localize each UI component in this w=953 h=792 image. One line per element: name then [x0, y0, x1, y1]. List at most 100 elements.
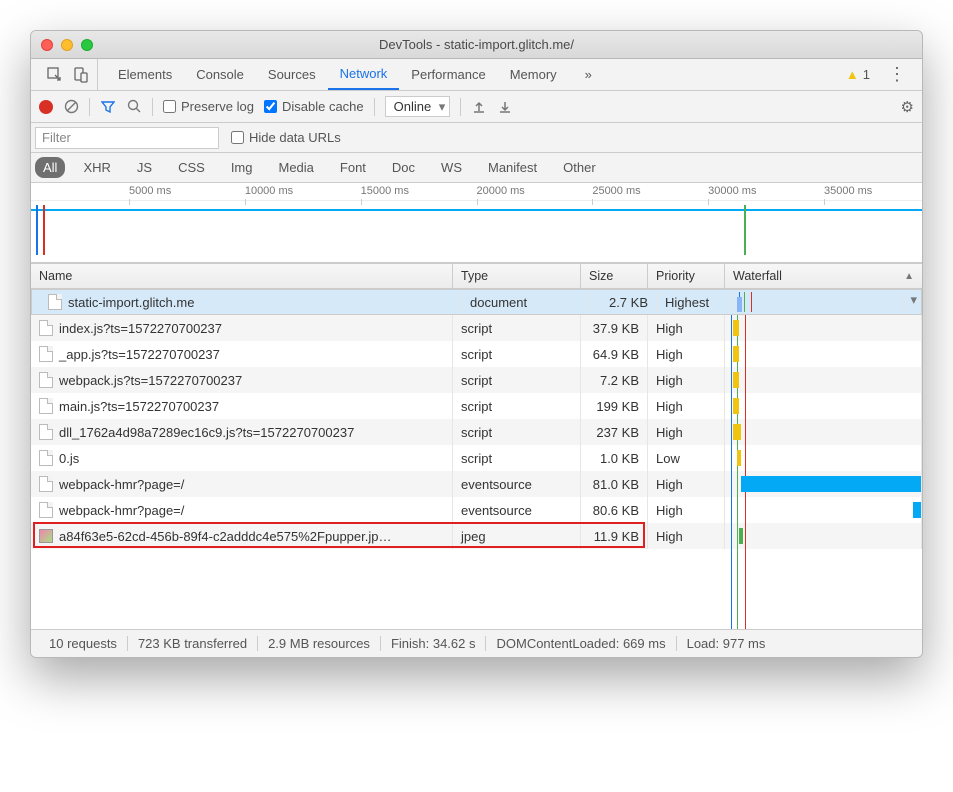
type-css[interactable]: CSS [170, 157, 213, 178]
search-icon[interactable] [126, 99, 142, 115]
tab-memory[interactable]: Memory [498, 59, 569, 90]
status-resources: 2.9 MB resources [258, 636, 381, 651]
type-js[interactable]: JS [129, 157, 160, 178]
request-size: 1.0 KB [581, 445, 648, 471]
filter-bar: Hide data URLs [31, 123, 922, 153]
type-media[interactable]: Media [270, 157, 321, 178]
col-name[interactable]: Name [31, 264, 453, 288]
type-other[interactable]: Other [555, 157, 604, 178]
request-type: script [453, 341, 581, 367]
request-name: main.js?ts=1572270700237 [59, 399, 219, 414]
file-icon [39, 476, 53, 492]
titlebar: DevTools - static-import.glitch.me/ [31, 31, 922, 59]
file-icon [39, 450, 53, 466]
type-manifest[interactable]: Manifest [480, 157, 545, 178]
table-row[interactable]: a84f63e5-62cd-456b-89f4-c2adddc4e575%2Fp… [31, 523, 922, 549]
request-size: 64.9 KB [581, 341, 648, 367]
request-name: 0.js [59, 451, 79, 466]
request-type: script [453, 367, 581, 393]
tab-elements[interactable]: Elements [106, 59, 184, 90]
request-waterfall [725, 419, 922, 445]
tab-console[interactable]: Console [184, 59, 256, 90]
request-priority: High [648, 367, 725, 393]
file-icon [39, 502, 53, 518]
status-finish: Finish: 34.62 s [381, 636, 487, 651]
preserve-log-checkbox[interactable]: Preserve log [163, 99, 254, 114]
request-priority: Highest [657, 292, 734, 312]
col-priority[interactable]: Priority [648, 264, 725, 288]
request-type: eventsource [453, 497, 581, 523]
table-row[interactable]: index.js?ts=1572270700237script37.9 KBHi… [31, 315, 922, 341]
request-name: a84f63e5-62cd-456b-89f4-c2adddc4e575%2Fp… [59, 529, 391, 544]
request-type: eventsource [453, 471, 581, 497]
table-row[interactable]: webpack.js?ts=1572270700237script7.2 KBH… [31, 367, 922, 393]
status-bar: 10 requests 723 KB transferred 2.9 MB re… [31, 629, 922, 657]
table-row[interactable]: webpack-hmr?page=/eventsource80.6 KBHigh [31, 497, 922, 523]
status-dcl: DOMContentLoaded: 669 ms [486, 636, 676, 651]
request-size: 11.9 KB [581, 523, 648, 549]
warning-count: 1 [863, 67, 870, 82]
request-priority: High [648, 523, 725, 549]
tab-performance[interactable]: Performance [399, 59, 497, 90]
status-load: Load: 977 ms [677, 636, 776, 651]
record-button[interactable] [39, 100, 53, 114]
download-icon[interactable] [497, 99, 513, 115]
table-row[interactable]: 0.jsscript1.0 KBLow [31, 445, 922, 471]
request-waterfall [734, 292, 903, 312]
type-font[interactable]: Font [332, 157, 374, 178]
tab-network[interactable]: Network [328, 59, 400, 90]
timeline-mark [36, 205, 38, 255]
filter-input[interactable] [35, 127, 219, 149]
table-row[interactable]: webpack-hmr?page=/eventsource81.0 KBHigh [31, 471, 922, 497]
request-type: script [453, 445, 581, 471]
devtools-window: DevTools - static-import.glitch.me/ Elem… [30, 30, 923, 658]
request-priority: High [648, 419, 725, 445]
table-row[interactable]: dll_1762a4d98a7289ec16c9.js?ts=157227070… [31, 419, 922, 445]
file-icon [39, 320, 53, 336]
settings-icon[interactable]: ⚙ [901, 98, 914, 116]
request-waterfall [725, 445, 922, 471]
overflow-button[interactable]: » [573, 67, 604, 82]
disable-cache-checkbox[interactable]: Disable cache [264, 99, 364, 114]
request-priority: High [648, 393, 725, 419]
upload-icon[interactable] [471, 99, 487, 115]
request-type: script [453, 419, 581, 445]
type-xhr[interactable]: XHR [75, 157, 118, 178]
timeline-tick: 15000 ms [361, 185, 409, 197]
throttling-select[interactable]: Online [385, 96, 451, 117]
inspect-icon[interactable] [47, 67, 63, 83]
request-size: 80.6 KB [581, 497, 648, 523]
warnings-badge[interactable]: ▲ 1 [840, 67, 876, 82]
device-icon[interactable] [73, 67, 89, 83]
request-priority: High [648, 341, 725, 367]
type-doc[interactable]: Doc [384, 157, 423, 178]
col-waterfall[interactable]: Waterfall▲ [725, 264, 922, 288]
col-size[interactable]: Size [581, 264, 648, 288]
request-waterfall [725, 341, 922, 367]
request-name: webpack-hmr?page=/ [59, 477, 184, 492]
request-name: dll_1762a4d98a7289ec16c9.js?ts=157227070… [59, 425, 354, 440]
clear-icon[interactable] [63, 99, 79, 115]
tab-sources[interactable]: Sources [256, 59, 328, 90]
filter-icon[interactable] [100, 99, 116, 115]
type-img[interactable]: Img [223, 157, 261, 178]
timeline-mark [744, 205, 746, 255]
hide-data-urls-checkbox[interactable]: Hide data URLs [231, 130, 341, 145]
menu-icon[interactable]: ⋮ [880, 64, 914, 85]
timeline-tick: 5000 ms [129, 185, 171, 197]
table-row[interactable]: static-import.glitch.medocument2.7 KBHig… [31, 289, 922, 315]
file-icon [39, 346, 53, 362]
type-all[interactable]: All [35, 157, 65, 178]
table-row[interactable]: main.js?ts=1572270700237script199 KBHigh [31, 393, 922, 419]
timeline-tick: 10000 ms [245, 185, 293, 197]
request-priority: High [648, 315, 725, 341]
col-type[interactable]: Type [453, 264, 581, 288]
request-size: 237 KB [581, 419, 648, 445]
table-row[interactable]: _app.js?ts=1572270700237script64.9 KBHig… [31, 341, 922, 367]
type-ws[interactable]: WS [433, 157, 470, 178]
file-icon [39, 424, 53, 440]
file-icon [48, 294, 62, 310]
request-waterfall [725, 497, 922, 523]
type-filter-bar: All XHR JS CSS Img Media Font Doc WS Manifest Othe… [31, 153, 922, 183]
timeline-overview[interactable]: 5000 ms10000 ms15000 ms20000 ms25000 ms3… [31, 183, 922, 263]
